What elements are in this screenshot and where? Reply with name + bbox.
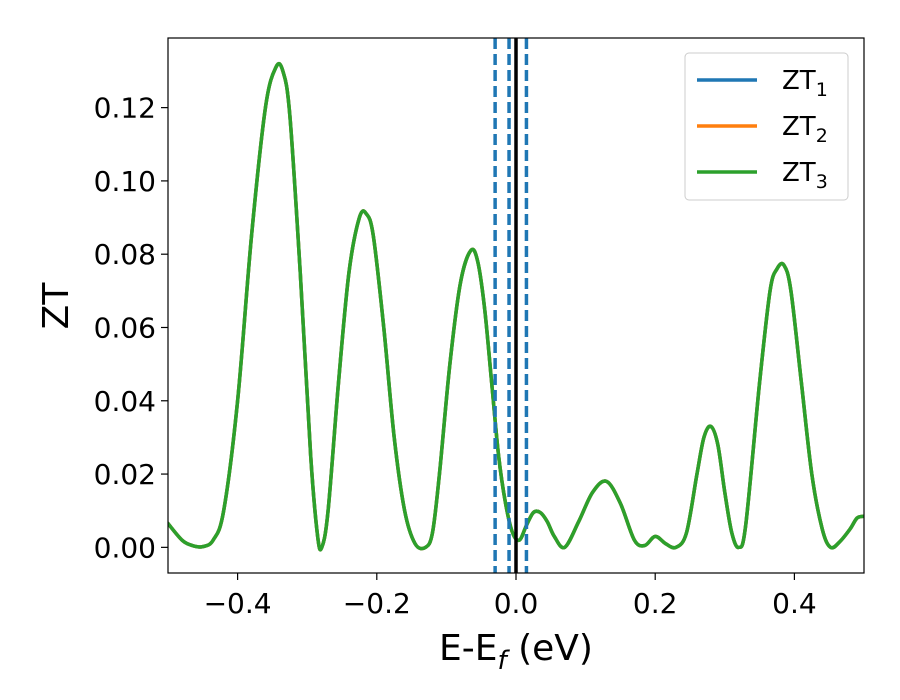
- y-tick-label: 0.10: [94, 165, 156, 198]
- x-axis-label: E-Ef (eV): [439, 628, 593, 676]
- y-tick-label: 0.00: [94, 531, 156, 564]
- y-tick-label: 0.06: [94, 311, 156, 344]
- x-tick-label: 0.0: [494, 587, 539, 620]
- legend-label-zt1: ZT1: [782, 66, 828, 101]
- y-axis-ticks: 0.00 0.02 0.04 0.06 0.08 0.10 0.12: [94, 92, 168, 564]
- y-tick-label: 0.08: [94, 238, 156, 271]
- legend-label-zt2: ZT2: [782, 112, 828, 147]
- legend: ZT1 ZT2 ZT3: [684, 52, 849, 201]
- y-tick-label: 0.02: [94, 458, 156, 491]
- y-tick-label: 0.04: [94, 385, 156, 418]
- x-tick-label: 0.4: [772, 587, 817, 620]
- x-axis-ticks: −0.4 −0.2 0.0 0.2 0.4: [204, 573, 817, 620]
- x-tick-label: −0.4: [204, 587, 272, 620]
- legend-box: [684, 52, 849, 201]
- y-tick-label: 0.12: [94, 92, 156, 125]
- series-line-zt3: [168, 61, 864, 552]
- x-tick-label: −0.2: [343, 587, 411, 620]
- x-tick-label: 0.2: [633, 587, 678, 620]
- vertical-lines: [493, 38, 529, 573]
- legend-label-zt3: ZT3: [782, 158, 828, 193]
- series-layer: [168, 61, 864, 552]
- y-axis-label: ZT: [36, 282, 77, 330]
